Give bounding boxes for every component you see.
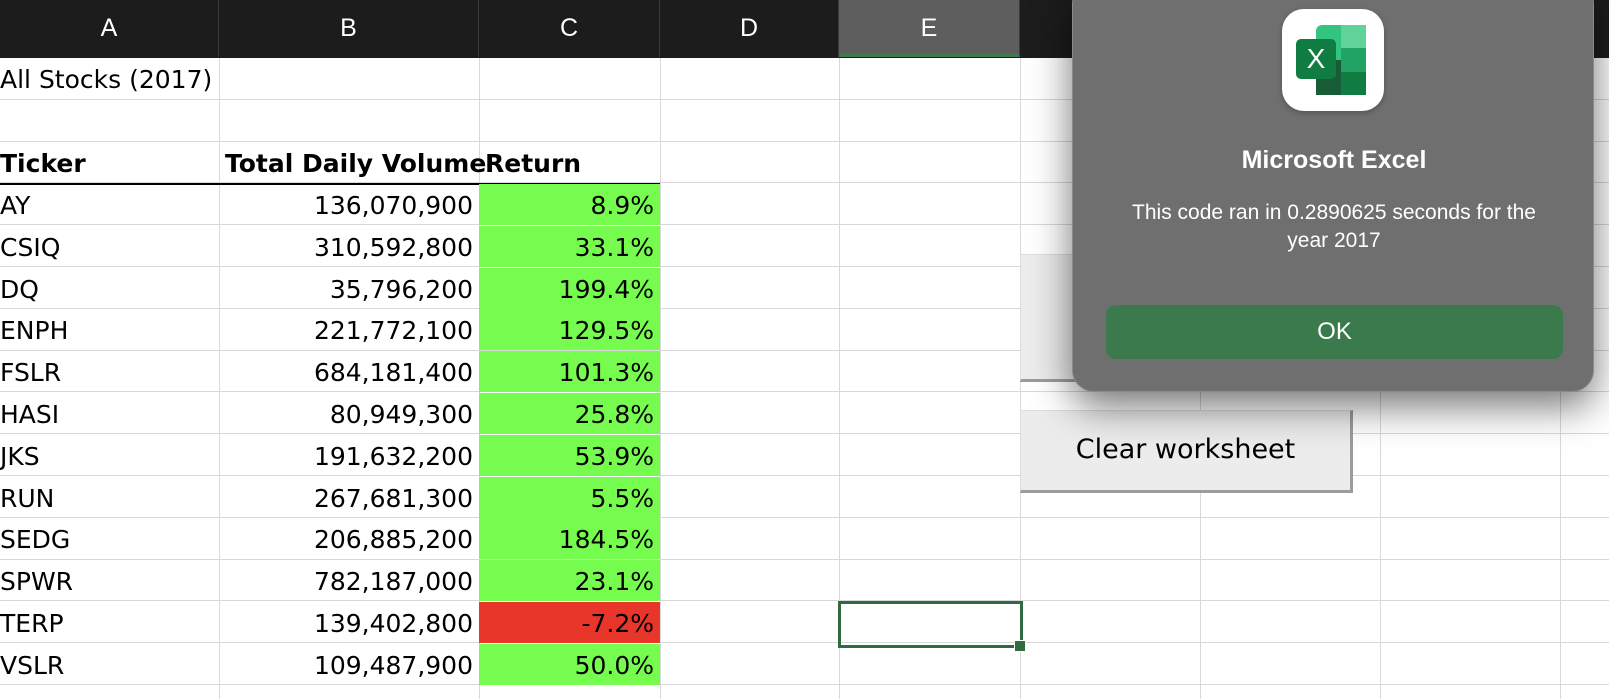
ticker-cell[interactable]: SPWR bbox=[0, 567, 74, 596]
return-cell[interactable]: 184.5% bbox=[479, 518, 660, 559]
gridline bbox=[0, 642, 1609, 643]
return-cell[interactable]: 53.9% bbox=[479, 435, 660, 476]
message-dialog: X Microsoft Excel This code ran in 0.289… bbox=[1072, 0, 1594, 392]
gridline bbox=[0, 600, 1609, 601]
clear-worksheet-button[interactable]: Clear worksheet bbox=[1020, 410, 1353, 493]
return-cell[interactable]: -7.2% bbox=[479, 602, 660, 643]
return-cell[interactable]: 50.0% bbox=[479, 644, 660, 685]
volume-cell[interactable]: 136,070,900 bbox=[313, 191, 473, 220]
ticker-cell[interactable]: DQ bbox=[0, 275, 39, 304]
return-cell[interactable]: 33.1% bbox=[479, 226, 660, 267]
ticker-cell[interactable]: HASI bbox=[0, 400, 60, 429]
dialog-title: Microsoft Excel bbox=[1241, 146, 1427, 174]
ticker-cell[interactable]: SEDG bbox=[0, 525, 71, 554]
gridline bbox=[0, 350, 1609, 351]
gridline bbox=[219, 58, 220, 699]
ticker-cell[interactable]: FSLR bbox=[0, 358, 62, 387]
gridline bbox=[0, 182, 1609, 183]
volume-cell[interactable]: 267,681,300 bbox=[313, 484, 473, 513]
selected-cell[interactable] bbox=[838, 601, 1023, 648]
excel-logo-icon: X bbox=[1296, 25, 1366, 95]
ticker-cell[interactable]: TERP bbox=[0, 609, 64, 638]
gridline bbox=[0, 99, 1609, 100]
volume-cell[interactable]: 684,181,400 bbox=[313, 358, 473, 387]
return-cell[interactable]: 5.5% bbox=[479, 477, 660, 518]
sheet-title-cell[interactable]: All Stocks (2017) bbox=[0, 65, 213, 94]
gridline bbox=[0, 517, 1609, 518]
return-cell[interactable]: 25.8% bbox=[479, 393, 660, 434]
volume-cell[interactable]: 782,187,000 bbox=[313, 567, 473, 596]
ticker-cell[interactable]: CSIQ bbox=[0, 233, 61, 262]
volume-cell[interactable]: 191,632,200 bbox=[313, 442, 473, 471]
gridline bbox=[0, 141, 1609, 142]
dialog-message: This code ran in 0.2890625 seconds for t… bbox=[1132, 201, 1536, 252]
volume-cell[interactable]: 221,772,100 bbox=[313, 316, 473, 345]
return-cell[interactable]: 129.5% bbox=[479, 309, 660, 350]
column-header-e[interactable]: E bbox=[839, 0, 1020, 57]
gridline bbox=[0, 308, 1609, 309]
excel-logo-letter: X bbox=[1307, 43, 1326, 74]
volume-cell[interactable]: 206,885,200 bbox=[313, 525, 473, 554]
volume-cell[interactable]: 80,949,300 bbox=[329, 400, 473, 429]
ticker-cell[interactable]: JKS bbox=[0, 442, 40, 471]
excel-app-icon: X bbox=[1282, 9, 1384, 111]
gridline bbox=[0, 684, 1609, 685]
return-cell[interactable]: 101.3% bbox=[479, 351, 660, 392]
volume-cell[interactable]: 35,796,200 bbox=[329, 275, 473, 304]
fill-handle[interactable] bbox=[1014, 640, 1026, 652]
ok-button[interactable]: OK bbox=[1106, 305, 1563, 359]
gridline bbox=[839, 58, 840, 699]
column-header-a[interactable]: A bbox=[0, 0, 219, 57]
column-header-d[interactable]: D bbox=[660, 0, 839, 57]
return-cell[interactable]: 23.1% bbox=[479, 560, 660, 601]
volume-cell[interactable]: 109,487,900 bbox=[313, 651, 473, 680]
ticker-cell[interactable]: AY bbox=[0, 191, 31, 220]
return-cell[interactable]: 8.9% bbox=[479, 184, 660, 225]
column-header-c[interactable]: C bbox=[479, 0, 660, 57]
run-analysis-button[interactable] bbox=[1020, 254, 1080, 382]
worksheet-grid[interactable]: All Stocks (2017) Ticker Total Daily Vol… bbox=[0, 58, 1609, 699]
gridline bbox=[0, 559, 1609, 560]
gridline bbox=[0, 266, 1609, 267]
gridline bbox=[0, 433, 1609, 434]
header-ticker[interactable]: Ticker bbox=[0, 149, 86, 178]
gridline bbox=[0, 391, 1609, 392]
ticker-cell[interactable]: RUN bbox=[0, 484, 55, 513]
volume-cell[interactable]: 310,592,800 bbox=[313, 233, 473, 262]
volume-cell[interactable]: 139,402,800 bbox=[313, 609, 473, 638]
gridline bbox=[0, 475, 1609, 476]
header-volume[interactable]: Total Daily Volume bbox=[225, 149, 487, 178]
header-underline bbox=[0, 183, 660, 185]
column-header-b[interactable]: B bbox=[219, 0, 479, 57]
gridline bbox=[660, 58, 661, 699]
ticker-cell[interactable]: VSLR bbox=[0, 651, 65, 680]
return-cell[interactable]: 199.4% bbox=[479, 268, 660, 309]
ticker-cell[interactable]: ENPH bbox=[0, 316, 69, 345]
header-return[interactable]: Return bbox=[485, 149, 582, 178]
gridline bbox=[0, 224, 1609, 225]
